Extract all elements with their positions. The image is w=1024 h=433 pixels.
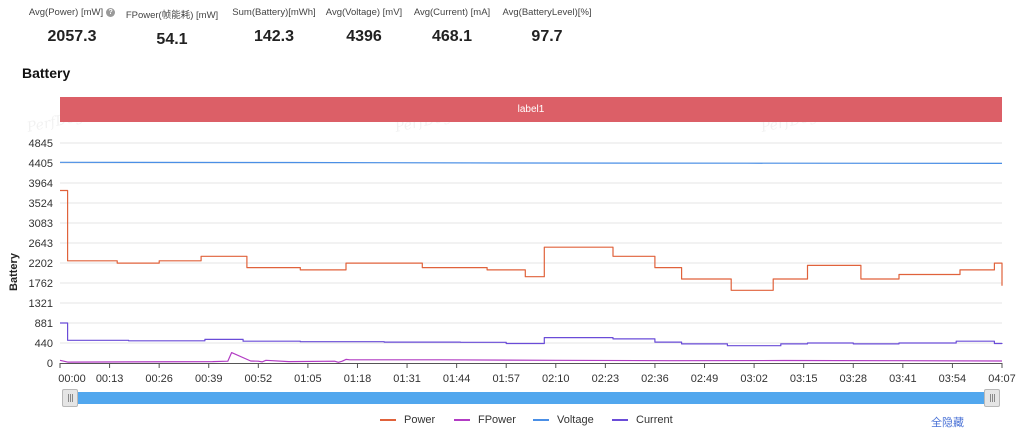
legend-swatch (454, 419, 470, 421)
stat-value: 2057.3 (47, 28, 97, 45)
stat-label: Avg(Power) [mW] (28, 7, 104, 18)
x-tick-label: 02:49 (691, 373, 719, 385)
stat-value: 97.7 (531, 28, 563, 45)
legend: Power FPower Voltage Current (0, 414, 1024, 430)
hide-all-button[interactable]: 全隐藏 (931, 417, 964, 429)
x-tick-label: 02:36 (641, 373, 669, 385)
slider-track[interactable] (70, 392, 992, 404)
stats-bar: Avg(Power) [mW]? 2057.3 FPower(帧能耗) [mW]… (0, 0, 1024, 56)
x-tick-label: 02:10 (542, 373, 570, 385)
y-tick-label: 440 (35, 338, 53, 350)
y-tick-label: 881 (35, 318, 53, 330)
stat-value: 468.1 (431, 28, 473, 45)
stat-avg-battery-level: Avg(BatteryLevel)[%] 97.7 (498, 7, 596, 46)
stat-sum-battery: Sum(Battery)[mWh] 142.3 (226, 7, 322, 46)
stat-value: 4396 (346, 28, 382, 45)
x-tick-label: 00:39 (195, 373, 223, 385)
legend-item-voltage[interactable]: Voltage (533, 414, 594, 426)
slider-handle-right[interactable] (984, 389, 1000, 407)
legend-swatch (533, 419, 549, 421)
stat-value: 142.3 (253, 28, 295, 45)
y-tick-label: 2202 (29, 258, 53, 270)
x-tick-label: 04:07 (988, 373, 1016, 385)
stat-label: FPower(帧能耗) [mW] (125, 10, 219, 21)
stat-label: Avg(Voltage) [mV] (325, 7, 403, 18)
series-line-voltage (59, 161, 1003, 164)
x-tick-label: 01:44 (443, 373, 471, 385)
grid-layer (60, 142, 1002, 344)
y-tick-label: 3083 (29, 218, 53, 230)
y-tick-label: 2643 (29, 238, 53, 250)
x-tick-label: 00:13 (96, 373, 124, 385)
x-tick-label: 01:18 (344, 373, 372, 385)
y-tick-label: 3964 (29, 178, 53, 190)
x-tick-label: 00:52 (245, 373, 273, 385)
x-tick-label: 03:54 (939, 373, 967, 385)
y-tick-label: 1762 (29, 278, 53, 290)
y-tick-label: 4405 (29, 158, 53, 170)
range-slider[interactable] (60, 389, 1002, 407)
stat-value: 54.1 (156, 31, 188, 48)
help-icon[interactable]: ? (106, 8, 116, 17)
series-line-fpower (59, 352, 1003, 363)
x-tick-label: 01:57 (492, 373, 520, 385)
y-tick-label: 1321 (29, 298, 53, 310)
y-tick-label: 3524 (29, 198, 53, 210)
legend-swatch (612, 419, 628, 421)
legend-item-current[interactable]: Current (612, 414, 673, 426)
x-tick-label: 01:05 (294, 373, 322, 385)
series-line-current (60, 322, 1003, 347)
x-tick-label: 01:31 (393, 373, 421, 385)
axis-layer: 0 440 881 1321 1762 2202 2643 3083 3524 3964 4405 4… (29, 138, 1016, 385)
x-tick-label: 00:00 (58, 373, 86, 385)
stat-avg-voltage: Avg(Voltage) [mV] 4396 (320, 7, 408, 46)
legend-label: FPower (478, 414, 516, 426)
stat-fpower: FPower(帧能耗) [mW] 54.1 (122, 7, 222, 49)
y-tick-label: 0 (47, 358, 53, 370)
slider-handle-left[interactable] (62, 389, 78, 407)
legend-label: Power (404, 414, 436, 426)
legend-label: Current (636, 414, 673, 426)
legend-swatch (380, 419, 396, 421)
series-layer (59, 161, 1003, 363)
section-title: Battery (22, 65, 71, 81)
stat-label: Avg(BatteryLevel)[%] (502, 7, 592, 18)
legend-item-power[interactable]: Power (380, 414, 435, 426)
x-tick-label: 03:28 (839, 373, 867, 385)
legend-item-fpower[interactable]: FPower (454, 414, 516, 426)
x-tick-label: 00:26 (145, 373, 173, 385)
stat-avg-current: Avg(Current) [mA] 468.1 (408, 7, 496, 46)
y-tick-label: 4845 (29, 138, 53, 150)
y-axis-label: Battery (8, 252, 20, 291)
legend-label: Voltage (557, 414, 594, 426)
x-tick-label: 03:41 (889, 373, 917, 385)
label-band[interactable]: label1 (60, 97, 1002, 122)
x-tick-label: 02:23 (592, 373, 620, 385)
stat-label: Sum(Battery)[mWh] (232, 7, 316, 18)
stat-label: Avg(Current) [mA] (413, 7, 491, 18)
x-tick-label: 03:15 (790, 373, 818, 385)
series-line-power (60, 189, 1003, 291)
stat-avg-power: Avg(Power) [mW]? 2057.3 (24, 7, 120, 46)
x-tick-label: 03:02 (740, 373, 768, 385)
